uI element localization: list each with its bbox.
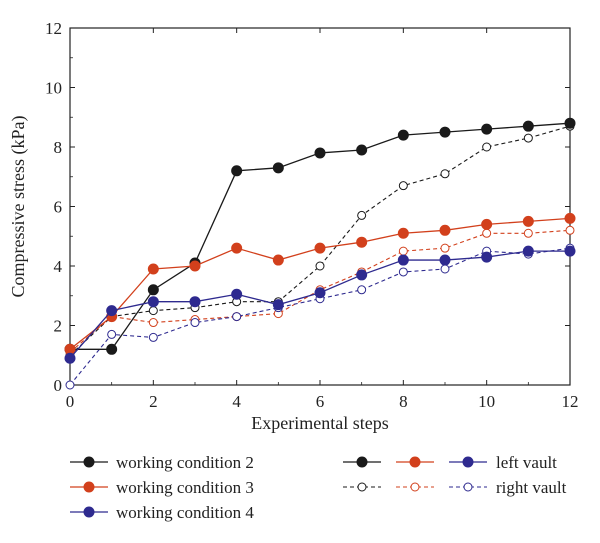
data-point-working-condition-4-right-vault xyxy=(232,312,242,322)
data-point-working-condition-3-left-vault xyxy=(481,218,493,230)
data-point-working-condition-4-left-vault xyxy=(522,245,534,257)
data-point-working-condition-2-left-vault xyxy=(147,284,159,296)
data-point-working-condition-3-left-vault xyxy=(564,212,576,224)
data-point-working-condition-3-right-vault xyxy=(398,246,408,256)
data-point-working-condition-4-left-vault xyxy=(356,269,368,281)
x-tick-label: 2 xyxy=(149,392,158,411)
data-point-working-condition-2-left-vault xyxy=(272,162,284,174)
legend-label: working condition 3 xyxy=(116,478,254,497)
data-point-working-condition-4-left-vault xyxy=(439,254,451,266)
axes: 0 2 4 6 8 10 12 0 2 4 6 8 10 12 xyxy=(45,19,579,411)
y-tick-label: 4 xyxy=(54,257,63,276)
x-tick-label: 4 xyxy=(232,392,241,411)
data-point-working-condition-4-left-vault xyxy=(189,296,201,308)
data-point-working-condition-2-left-vault xyxy=(564,117,576,129)
data-point-working-condition-4-right-vault xyxy=(107,329,117,339)
x-axis-label: Experimental steps xyxy=(251,413,388,433)
data-point-working-condition-4-left-vault xyxy=(564,245,576,257)
data-point-working-condition-4-left-vault xyxy=(106,305,118,317)
x-tick-label: 8 xyxy=(399,392,408,411)
data-point-working-condition-4-right-vault xyxy=(65,380,75,390)
legend-style-marker xyxy=(356,456,368,468)
legend-style-marker xyxy=(410,482,420,492)
y-tick-label: 0 xyxy=(54,376,63,395)
data-point-working-condition-4-right-vault xyxy=(190,318,200,328)
legend-swatch-marker xyxy=(83,456,95,468)
data-point-working-condition-2-left-vault xyxy=(439,126,451,138)
legend-label: working condition 4 xyxy=(116,503,254,522)
data-point-working-condition-4-left-vault xyxy=(272,299,284,311)
plot-frame xyxy=(69,27,571,386)
data-point-working-condition-4-left-vault xyxy=(147,296,159,308)
y-tick-label: 12 xyxy=(45,19,62,38)
data-point-working-condition-3-right-vault xyxy=(482,228,492,238)
legend-style-marker xyxy=(357,482,367,492)
data-point-working-condition-3-left-vault xyxy=(147,263,159,275)
data-point-working-condition-3-right-vault xyxy=(148,318,158,328)
y-axis-label: Compressive stress (kPa) xyxy=(8,116,29,298)
data-point-working-condition-2-left-vault xyxy=(314,147,326,159)
data-point-working-condition-3-left-vault xyxy=(272,254,284,266)
data-point-working-condition-2-left-vault xyxy=(356,144,368,156)
y-tick-label: 8 xyxy=(54,138,63,157)
data-point-working-condition-3-left-vault xyxy=(522,215,534,227)
data-point-working-condition-2-right-vault xyxy=(315,261,325,271)
data-point-working-condition-4-left-vault xyxy=(231,288,243,300)
x-tick-label: 12 xyxy=(562,392,579,411)
data-point-working-condition-2-left-vault xyxy=(106,343,118,355)
data-point-working-condition-4-left-vault xyxy=(314,287,326,299)
legend-swatch-marker xyxy=(83,506,95,518)
legend-style-label: left vault xyxy=(496,453,557,472)
x-tick-label: 6 xyxy=(316,392,325,411)
x-tick-label: 10 xyxy=(478,392,495,411)
y-tick-label: 2 xyxy=(54,317,63,336)
series-line-working-condition-3-left-vault xyxy=(69,217,571,350)
data-point-working-condition-3-right-vault xyxy=(565,225,575,235)
data-point-working-condition-2-right-vault xyxy=(148,306,158,316)
y-tick-label: 6 xyxy=(54,198,63,217)
legend-style-label: right vault xyxy=(496,478,567,497)
legend-style-marker xyxy=(463,482,473,492)
data-point-working-condition-4-right-vault xyxy=(357,285,367,295)
data-point-working-condition-4-right-vault xyxy=(440,264,450,274)
data-point-working-condition-4-left-vault xyxy=(397,254,409,266)
data-point-working-condition-4-right-vault xyxy=(148,332,158,342)
legend-style-marker xyxy=(462,456,474,468)
legend-label: working condition 2 xyxy=(116,453,254,472)
data-point-working-condition-3-left-vault xyxy=(356,236,368,248)
series-layer xyxy=(64,117,576,390)
data-point-working-condition-4-right-vault xyxy=(398,267,408,277)
data-point-working-condition-2-right-vault xyxy=(440,169,450,179)
data-point-working-condition-2-left-vault xyxy=(231,165,243,177)
data-point-working-condition-3-left-vault xyxy=(231,242,243,254)
series-line-working-condition-2-right-vault xyxy=(69,125,571,356)
data-point-working-condition-2-left-vault xyxy=(481,123,493,135)
data-point-working-condition-2-right-vault xyxy=(357,210,367,220)
data-point-working-condition-2-left-vault xyxy=(522,120,534,132)
data-point-working-condition-4-left-vault xyxy=(481,251,493,263)
x-tick-label: 0 xyxy=(66,392,75,411)
legend-swatch-marker xyxy=(83,481,95,493)
y-tick-label: 10 xyxy=(45,79,62,98)
data-point-working-condition-2-right-vault xyxy=(482,142,492,152)
data-point-working-condition-3-left-vault xyxy=(314,242,326,254)
data-point-working-condition-2-right-vault xyxy=(523,133,533,143)
legend-style-marker xyxy=(409,456,421,468)
data-point-working-condition-3-right-vault xyxy=(523,228,533,238)
data-point-working-condition-4-left-vault xyxy=(64,352,76,364)
data-point-working-condition-3-left-vault xyxy=(439,224,451,236)
data-point-working-condition-2-left-vault xyxy=(397,129,409,141)
data-point-working-condition-3-right-vault xyxy=(440,243,450,253)
data-point-working-condition-2-right-vault xyxy=(398,181,408,191)
data-point-working-condition-3-left-vault xyxy=(189,260,201,272)
legend: working condition 2 working condition 3 wo… xyxy=(70,453,567,522)
data-point-working-condition-3-left-vault xyxy=(397,227,409,239)
